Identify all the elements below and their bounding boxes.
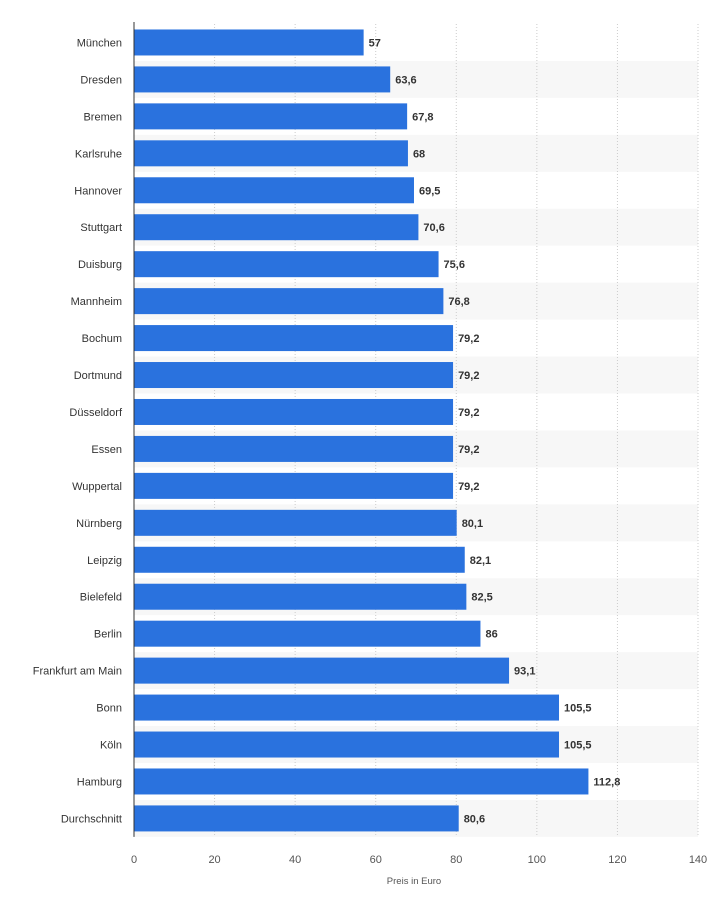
category-label: Bremen	[83, 111, 122, 123]
category-label: Karlsruhe	[75, 148, 122, 160]
value-label: 86	[485, 629, 497, 641]
category-label: Leipzig	[87, 555, 122, 567]
bar	[134, 288, 444, 315]
value-label: 63,6	[395, 74, 416, 86]
value-label: 82,5	[471, 592, 492, 604]
x-tick-label: 120	[608, 854, 626, 866]
category-label: Dortmund	[74, 370, 122, 382]
value-label: 67,8	[412, 111, 433, 123]
x-tick-label: 20	[208, 854, 220, 866]
bar	[134, 398, 454, 425]
value-label: 80,6	[464, 813, 485, 825]
bar	[134, 177, 414, 204]
value-label: 76,8	[448, 296, 469, 308]
bar	[134, 546, 465, 573]
category-label: München	[77, 37, 122, 49]
bar	[134, 657, 510, 684]
value-label: 68	[413, 148, 425, 160]
bar	[134, 435, 454, 462]
value-label: 79,2	[458, 481, 479, 493]
bar	[134, 768, 589, 795]
value-label: 57	[369, 37, 381, 49]
bar	[134, 583, 467, 610]
category-label: Berlin	[94, 629, 122, 641]
category-label: Bonn	[96, 703, 122, 715]
category-label: Dresden	[80, 74, 122, 86]
category-labels: München Dresden Bremen Karlsruhe Hannover Stu…	[33, 37, 123, 825]
bar	[134, 362, 454, 389]
category-label: Düsseldorf	[69, 407, 123, 419]
value-label: 112,8	[593, 776, 620, 788]
bar	[134, 325, 454, 352]
bar	[134, 140, 408, 167]
category-label: Köln	[100, 740, 122, 752]
category-label: Duisburg	[78, 259, 122, 271]
x-tick-label: 0	[131, 854, 137, 866]
value-label: 70,6	[423, 222, 444, 234]
bar	[134, 472, 454, 499]
value-label: 79,2	[458, 333, 479, 345]
bar	[134, 620, 481, 647]
value-label: 105,5	[564, 740, 592, 752]
bar	[134, 694, 560, 721]
category-label: Nürnberg	[76, 518, 122, 530]
value-label: 80,1	[462, 518, 483, 530]
category-label: Mannheim	[71, 296, 122, 308]
category-label: Durchschnitt	[61, 813, 122, 825]
category-label: Bielefeld	[80, 592, 122, 604]
category-label: Wuppertal	[72, 481, 122, 493]
bar	[134, 805, 459, 832]
x-tick-label: 80	[450, 854, 462, 866]
category-label: Essen	[91, 444, 122, 456]
bar	[134, 509, 457, 536]
value-label: 79,2	[458, 370, 479, 382]
value-label: 93,1	[514, 666, 535, 678]
x-tick-label: 60	[370, 854, 382, 866]
x-tick-label: 140	[689, 854, 707, 866]
category-label: Bochum	[82, 333, 122, 345]
value-label: 79,2	[458, 444, 479, 456]
bars	[134, 29, 589, 832]
x-tick-label: 40	[289, 854, 301, 866]
bar	[134, 214, 419, 241]
category-label: Hannover	[74, 185, 122, 197]
x-axis-title: Preis in Euro	[387, 876, 441, 887]
value-label: 75,6	[444, 259, 465, 271]
value-label: 82,1	[470, 555, 491, 567]
value-label: 105,5	[564, 703, 592, 715]
value-label: 69,5	[419, 185, 440, 197]
x-axis-ticks: 0 20 40 60 80 100 120 140	[131, 854, 707, 866]
x-tick-label: 100	[528, 854, 546, 866]
value-label: 79,2	[458, 407, 479, 419]
bar	[134, 251, 439, 278]
category-label: Frankfurt am Main	[33, 666, 122, 678]
value-labels: 57 63,6 67,8 68 69,5 70,6 75,6 76,8 79,2 79,2 79,2…	[369, 37, 621, 825]
category-label: Stuttgart	[80, 222, 122, 234]
category-label: Hamburg	[77, 776, 122, 788]
bar	[134, 103, 408, 130]
bar	[134, 29, 364, 56]
bar	[134, 731, 560, 758]
bar	[134, 66, 391, 93]
